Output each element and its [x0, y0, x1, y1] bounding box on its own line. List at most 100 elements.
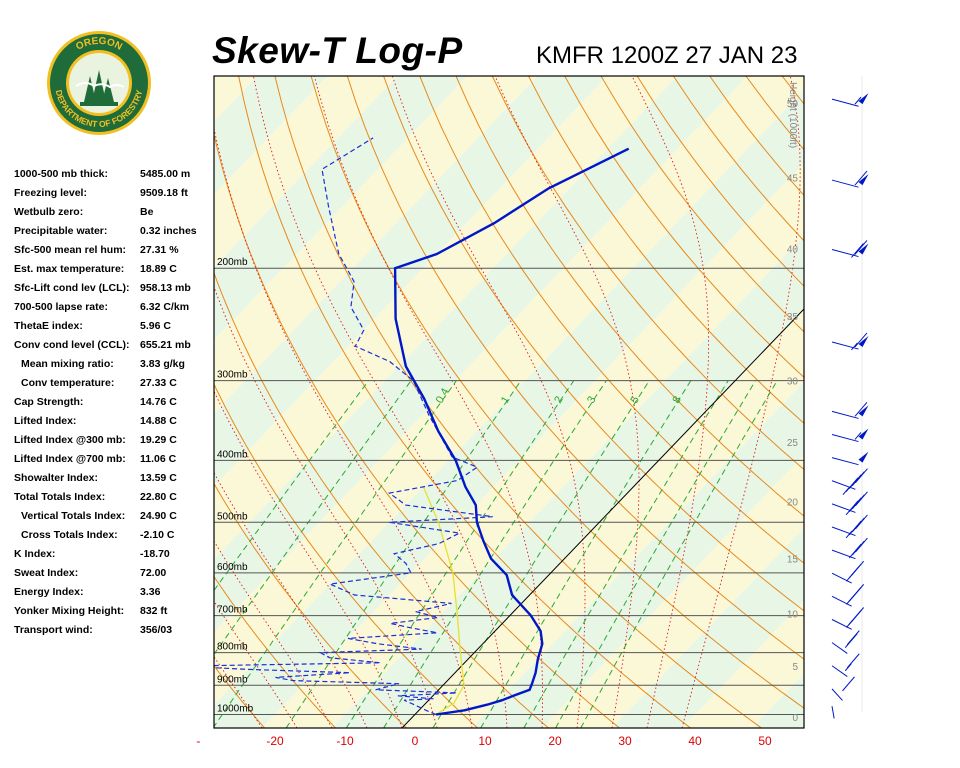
isotherm-band — [214, 76, 804, 706]
moist-adiabat-line — [681, 76, 801, 728]
index-label: ThetaE index: — [14, 320, 83, 332]
height-axis-title: Height (1000ft) — [787, 82, 798, 148]
isotherm-band — [332, 235, 804, 728]
wind-barb-flag — [845, 500, 859, 516]
dry-adiabat-line — [528, 76, 804, 424]
wind-barb — [831, 607, 865, 630]
wind-barb — [831, 170, 869, 188]
index-row: ThetaE index: 5.96 C — [14, 320, 214, 339]
isotherm-band — [612, 527, 804, 728]
height-tick-label: 10 — [787, 609, 799, 620]
index-value: 958.13 mb — [140, 282, 191, 294]
wind-barb — [831, 706, 835, 719]
dry-adiabat-line — [310, 76, 804, 709]
height-tick-label: 30 — [787, 377, 799, 388]
index-row: Sfc-500 mean rel hum: 27.31 % — [14, 244, 214, 263]
index-value: 0.32 inches — [140, 225, 197, 237]
wind-barb — [831, 514, 868, 539]
index-row: K Index: -18.70 — [14, 548, 214, 567]
dry-adiabat-line — [383, 76, 804, 612]
index-row: Conv temperature: 27.33 C — [14, 377, 214, 396]
index-row: Total Totals Index: 22.80 C — [14, 491, 214, 510]
index-row: Lifted Index @300 mb: 19.29 C — [14, 434, 214, 453]
index-label: Lifted Index @700 mb: — [14, 453, 126, 465]
index-row: Lifted Index: 14.88 C — [14, 415, 214, 434]
wind-barb-staff — [831, 642, 848, 654]
index-value: 5485.00 m — [140, 168, 191, 180]
index-value: 3.83 g/kg — [140, 358, 185, 370]
index-row: Precipitable water: 0.32 inches — [14, 225, 214, 244]
index-value: -2.10 C — [140, 529, 175, 541]
wind-barb-pennant — [858, 174, 869, 186]
index-row: Est. max temperature: 18.89 C — [14, 263, 214, 282]
isotherm-band — [472, 381, 804, 728]
wind-barb-staff — [831, 341, 859, 350]
plot-area: 0.4 1 2 3 5 8200mb300mb400mb500mb600mb700mb80… — [0, 76, 960, 728]
index-row: Energy Index: 3.36 — [14, 586, 214, 605]
index-row: Cross Totals Index: -2.10 C — [14, 529, 214, 548]
wind-barb — [831, 468, 868, 496]
index-row: Showalter Index: 13.59 C — [14, 472, 214, 491]
wind-barb-half-flag — [844, 663, 852, 672]
wind-barb — [831, 451, 869, 466]
wind-barb-staff — [831, 526, 856, 537]
height-tick-label: 45 — [787, 174, 799, 185]
index-value: 24.90 C — [140, 510, 177, 522]
wind-barb-flag — [854, 170, 868, 186]
dry-adiabat-line — [346, 76, 804, 660]
mixing-ratio-label: 2 — [552, 394, 565, 405]
dry-adiabat-line — [0, 76, 123, 728]
temperature-profile-line — [393, 147, 630, 716]
isotherm-band — [682, 600, 804, 728]
mixing-ratio-line — [214, 380, 457, 728]
wind-barb-staff — [831, 410, 859, 419]
pressure-label: 200mb — [217, 257, 248, 268]
isotherm-band — [0, 76, 187, 728]
index-value: 22.80 C — [140, 491, 177, 503]
stability-indices-list: 1000-500 mb thick: 5485.00 m Freezing leve… — [14, 168, 214, 643]
wind-barb-staff — [831, 433, 859, 443]
mixing-ratio-line — [214, 380, 370, 592]
index-row: Yonker Mixing Height: 832 ft — [14, 605, 214, 624]
index-value: 13.59 C — [140, 472, 177, 484]
index-value: 11.06 C — [140, 453, 177, 465]
wind-barb — [831, 428, 869, 443]
index-label: Total Totals Index: — [14, 491, 106, 503]
wind-barb — [831, 676, 855, 701]
wind-barb-staff — [831, 248, 859, 258]
wind-barb-staff — [831, 572, 852, 584]
height-tick-label: 5 — [792, 662, 798, 673]
dry-adiabat-line — [0, 76, 194, 728]
height-tick-label: 50 — [787, 99, 799, 110]
pressure-label: 400mb — [217, 449, 248, 460]
wind-barb-half-flag — [842, 487, 850, 496]
temperature-tick-label: 0 — [412, 734, 419, 748]
dry-adiabat-line — [855, 76, 960, 728]
dry-adiabat-line — [214, 665, 265, 728]
moist-adiabat-line — [214, 471, 368, 728]
height-tick-label: 35 — [787, 312, 799, 323]
oregon-forestry-logo: OREGON DEPARTMENT OF FORESTRY — [47, 31, 151, 135]
mixing-ratio-line — [523, 380, 729, 728]
index-value: 356/03 — [140, 624, 173, 636]
dry-adiabat-line — [818, 76, 960, 728]
pressure-label: 300mb — [217, 370, 248, 381]
wind-barb-half-flag — [846, 620, 853, 628]
index-label: Energy Index: — [14, 586, 84, 598]
index-value: 6.32 C/km — [140, 301, 190, 313]
index-row: 1000-500 mb thick: 5485.00 m — [14, 168, 214, 187]
index-label: Cap Strength: — [14, 396, 84, 408]
dry-adiabat-line — [491, 76, 804, 471]
wind-barb-staff — [831, 706, 835, 719]
index-label: 700-500 lapse rate: — [14, 301, 108, 313]
index-label: Mean mixing ratio: — [21, 358, 114, 370]
wind-barb-staff — [831, 619, 852, 630]
index-row: Sweat Index: 72.00 — [14, 567, 214, 586]
mixing-ratio-line — [285, 380, 522, 728]
index-label: Conv temperature: — [21, 377, 115, 389]
dry-adiabat-line — [781, 76, 804, 105]
mixing-ratio-label: 1 — [499, 394, 512, 405]
wind-barb — [831, 630, 860, 654]
moist-adiabat-line — [214, 126, 473, 728]
